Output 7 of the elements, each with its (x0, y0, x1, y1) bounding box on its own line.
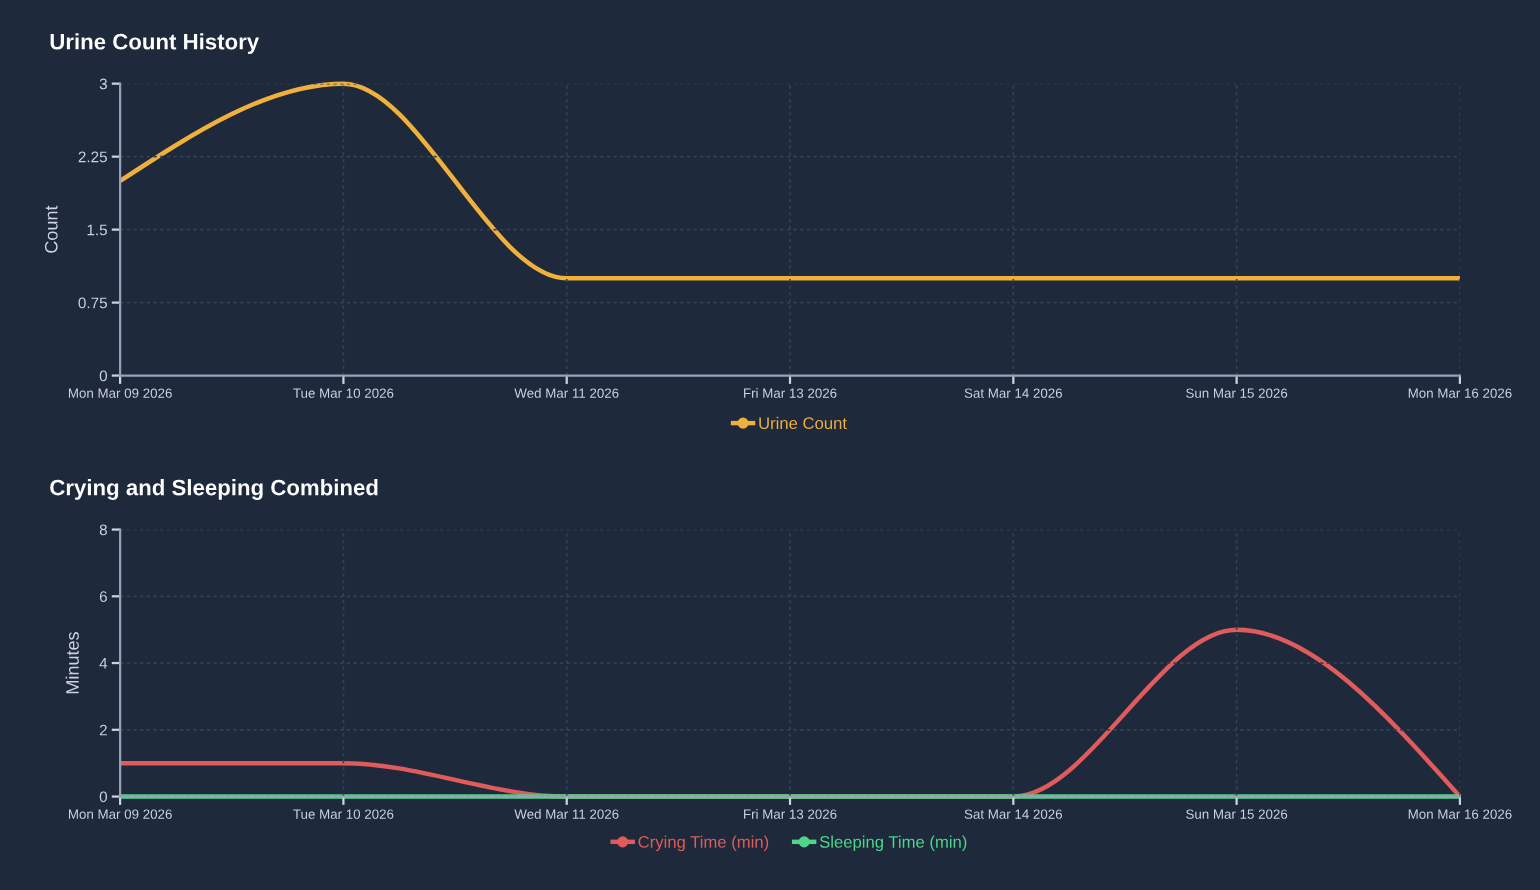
legend-label: Crying Time (min) (638, 835, 769, 852)
legend-label: Urine Count (759, 416, 847, 430)
y-axis-title: Minutes (65, 632, 79, 694)
chart-title: Urine Count History (50, 33, 260, 54)
y-axis-title: Count (44, 205, 58, 253)
legend-label: Sleeping Time (min) (819, 835, 967, 852)
chart-title: Crying and Sleeping Combined (50, 479, 378, 500)
